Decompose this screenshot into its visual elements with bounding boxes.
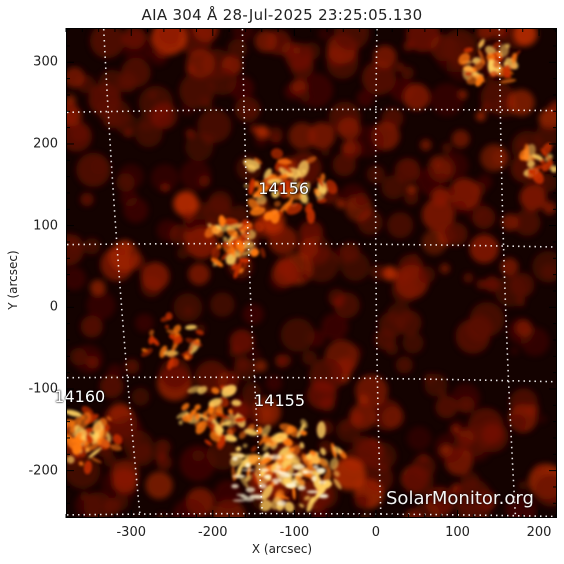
grid-longitude-line <box>374 29 382 517</box>
x-tick-label: 0 <box>371 525 381 540</box>
solar-image-panel <box>66 28 557 518</box>
y-tick-label: 0 <box>49 299 58 315</box>
image-title: AIA 304 Å 28-Jul-2025 23:25:05.130 <box>141 6 423 24</box>
y-tick-label: -100 <box>28 381 58 397</box>
x-tick-label: -100 <box>279 525 310 540</box>
x-tick-label: 200 <box>526 525 552 540</box>
grid-longitude-line <box>241 29 264 517</box>
solar-emission-image <box>67 29 556 517</box>
x-tick-label: -200 <box>198 525 228 540</box>
x-tick-label: -300 <box>116 525 146 540</box>
active-region-label: 14155 <box>254 391 306 411</box>
active-region-label: 14160 <box>54 387 106 407</box>
grid-longitude-line <box>498 29 517 517</box>
x-axis-label: X (arcsec) <box>251 542 313 556</box>
watermark-text: SolarMonitor.org <box>386 488 534 509</box>
y-tick-label: 300 <box>33 54 58 70</box>
grid-longitude-line <box>102 29 142 517</box>
y-tick-label: 100 <box>33 218 58 234</box>
active-region-label: 14156 <box>258 178 310 198</box>
x-tick-label: 100 <box>445 525 470 540</box>
y-axis-label: Y (arcsec) <box>6 250 20 310</box>
y-tick-label: -200 <box>28 463 58 479</box>
y-tick-label: 200 <box>33 136 58 152</box>
